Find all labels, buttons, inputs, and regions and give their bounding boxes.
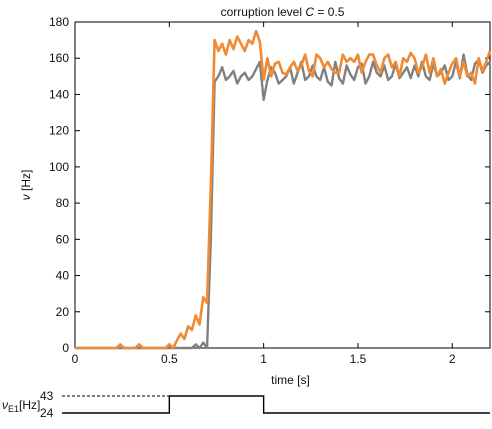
y-tick-label: 160 [49, 51, 69, 65]
y-tick-label: 60 [56, 232, 70, 246]
series-group [75, 29, 492, 350]
stimulus-tick-high: 43 [40, 389, 54, 403]
x-tick-label: 0 [72, 352, 79, 366]
y-tick-label: 180 [49, 15, 69, 29]
y-tick-label: 100 [49, 160, 69, 174]
x-tick-label: 0.5 [161, 352, 178, 366]
y-tick-label: 80 [56, 196, 70, 210]
series-line-orange [75, 29, 492, 350]
stimulus-step-line [62, 395, 490, 414]
title-variable: C [305, 5, 314, 19]
y-tick-label: 120 [49, 124, 69, 138]
chart-title: corruption level C = 0.5 [221, 5, 345, 19]
y-axis-label: ν [Hz] [19, 170, 33, 201]
stimulus-axis-label: νE1[Hz] [2, 398, 40, 414]
title-prefix: corruption level [221, 5, 306, 19]
title-suffix: = 0.5 [314, 5, 345, 19]
stimulus-label-sub: E1 [8, 404, 19, 414]
main-plot-frame [74, 21, 491, 349]
y-axis-label-var: ν [19, 194, 33, 200]
y-tick-label: 20 [56, 305, 70, 319]
stimulus-label-var: ν [2, 398, 8, 412]
x-axis-label: time [s] [271, 373, 310, 387]
x-tick-label: 1.5 [350, 352, 367, 366]
y-tick-label: 40 [56, 269, 70, 283]
stimulus-label-unit: [Hz] [19, 398, 40, 412]
y-tick-label: 0 [62, 341, 69, 355]
stimulus-panel: νE1[Hz] 43 24 [2, 389, 490, 420]
x-tick-label: 1 [260, 352, 267, 366]
x-tick-label: 2 [449, 352, 456, 366]
series-line-gray [75, 53, 491, 350]
stimulus-tick-low: 24 [40, 406, 54, 420]
tick-group: 0 20 40 60 80 100 120 140 160 180 0 0.5 1 1.5 2 [49, 15, 490, 366]
y-tick-label: 140 [49, 87, 69, 101]
y-axis-label-unit: [Hz] [19, 170, 33, 195]
